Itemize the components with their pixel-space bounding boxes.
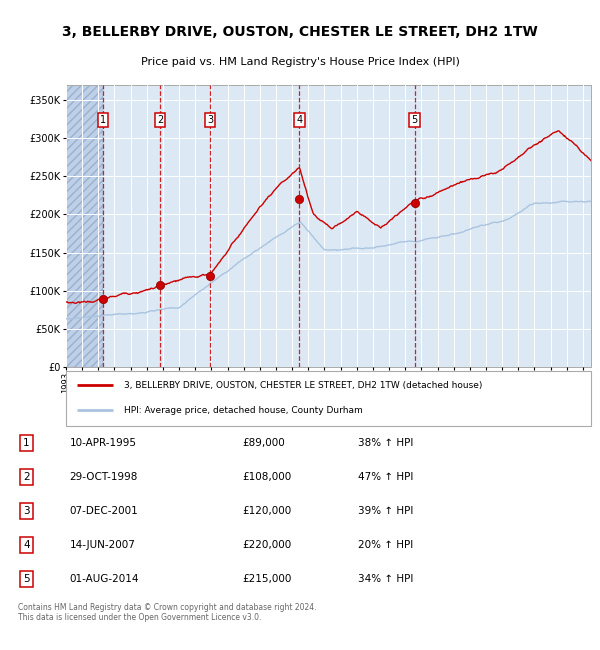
Text: Contains HM Land Registry data © Crown copyright and database right 2024.
This d: Contains HM Land Registry data © Crown c…: [18, 603, 316, 622]
Text: £220,000: £220,000: [242, 540, 292, 550]
Text: 34% ↑ HPI: 34% ↑ HPI: [358, 574, 413, 584]
Text: 07-DEC-2001: 07-DEC-2001: [70, 506, 139, 516]
Text: 5: 5: [412, 115, 418, 125]
Text: 1: 1: [100, 115, 106, 125]
Text: 4: 4: [296, 115, 302, 125]
FancyBboxPatch shape: [66, 370, 591, 426]
Text: 14-JUN-2007: 14-JUN-2007: [70, 540, 136, 550]
Text: 01-AUG-2014: 01-AUG-2014: [70, 574, 139, 584]
Text: 4: 4: [23, 540, 30, 550]
Text: 3: 3: [207, 115, 214, 125]
Text: 3, BELLERBY DRIVE, OUSTON, CHESTER LE STREET, DH2 1TW (detached house): 3, BELLERBY DRIVE, OUSTON, CHESTER LE ST…: [124, 381, 482, 390]
Bar: [66, 84, 103, 367]
Text: 3: 3: [23, 506, 30, 516]
Text: 2: 2: [23, 472, 30, 482]
Text: 29-OCT-1998: 29-OCT-1998: [70, 472, 138, 482]
Text: 5: 5: [23, 574, 30, 584]
Text: £120,000: £120,000: [242, 506, 292, 516]
Text: 1: 1: [23, 437, 30, 448]
Text: £215,000: £215,000: [242, 574, 292, 584]
Text: HPI: Average price, detached house, County Durham: HPI: Average price, detached house, Coun…: [124, 406, 362, 415]
Text: 3, BELLERBY DRIVE, OUSTON, CHESTER LE STREET, DH2 1TW: 3, BELLERBY DRIVE, OUSTON, CHESTER LE ST…: [62, 25, 538, 40]
Text: 47% ↑ HPI: 47% ↑ HPI: [358, 472, 413, 482]
Text: £108,000: £108,000: [242, 472, 292, 482]
Text: 38% ↑ HPI: 38% ↑ HPI: [358, 437, 413, 448]
Text: 10-APR-1995: 10-APR-1995: [70, 437, 137, 448]
Text: 20% ↑ HPI: 20% ↑ HPI: [358, 540, 413, 550]
Text: Price paid vs. HM Land Registry's House Price Index (HPI): Price paid vs. HM Land Registry's House …: [140, 57, 460, 66]
Text: 39% ↑ HPI: 39% ↑ HPI: [358, 506, 413, 516]
Text: 2: 2: [157, 115, 163, 125]
Text: £89,000: £89,000: [242, 437, 285, 448]
